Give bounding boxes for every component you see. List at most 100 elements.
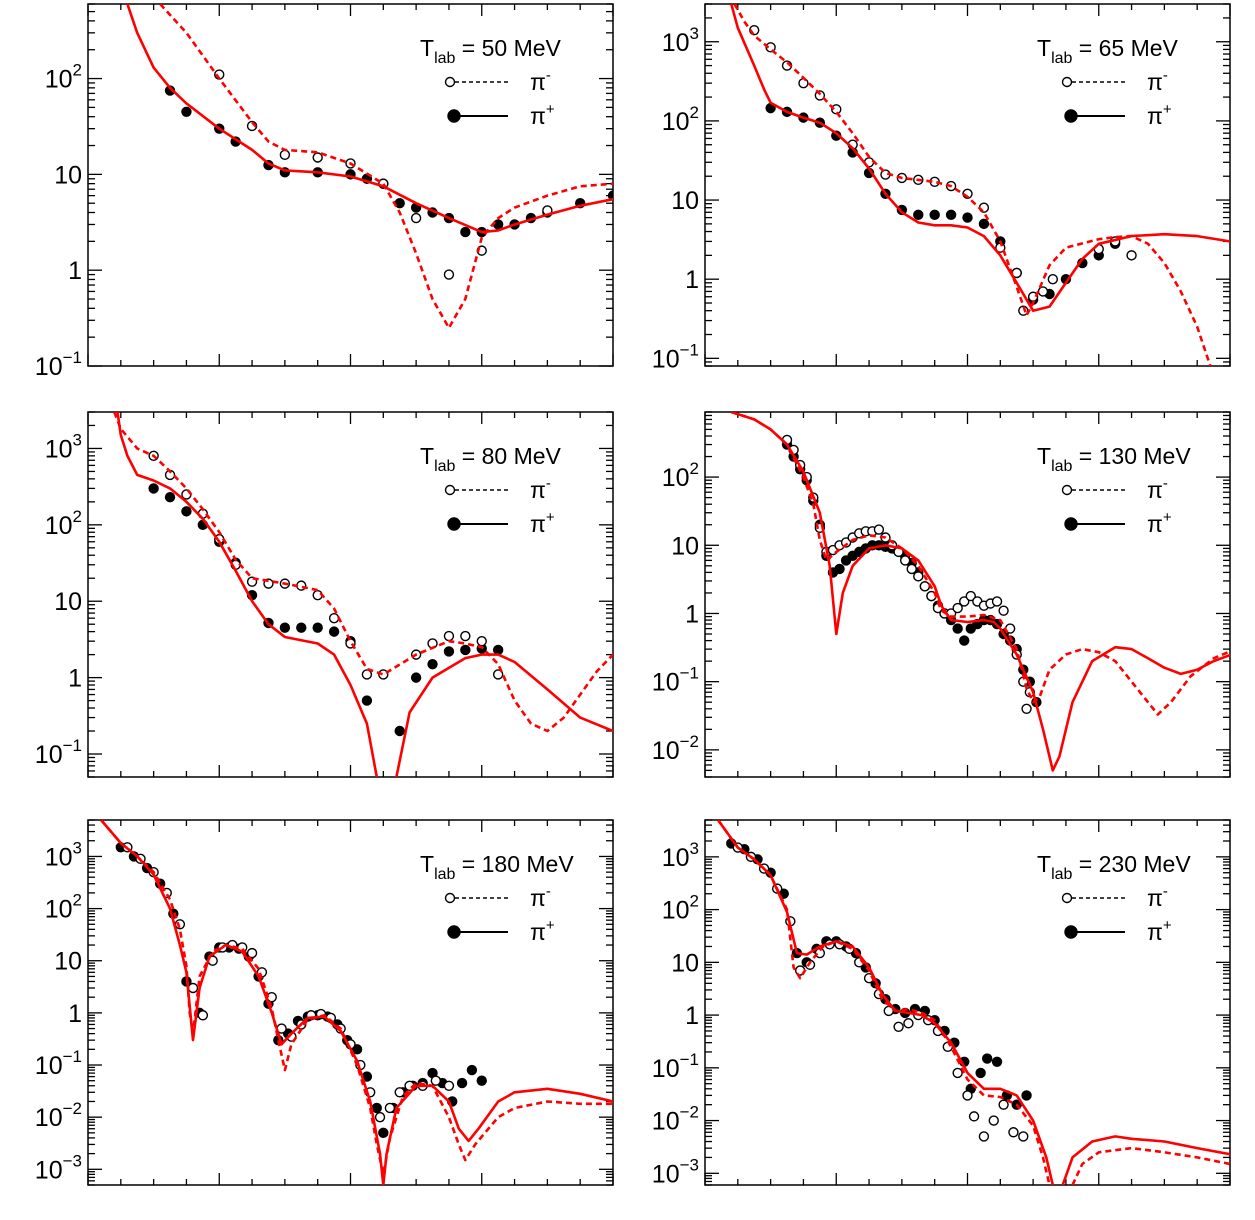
pi-plus-data-point xyxy=(443,646,455,657)
pi-plus-data-point xyxy=(427,658,438,670)
y-tick-label: 10−2 xyxy=(652,732,699,765)
y-tick-label: 1 xyxy=(685,600,699,628)
pi-minus-curve xyxy=(100,820,613,1176)
y-tick-label: 10−2 xyxy=(652,1103,699,1136)
pi-minus-data-point xyxy=(410,212,422,224)
y-tick-label: 103 xyxy=(45,838,82,871)
pi-plus-data-point xyxy=(181,506,192,517)
legend-pi-plus-label: π+ xyxy=(530,917,555,945)
plot-area xyxy=(730,412,1230,772)
legend-pi-minus-marker xyxy=(444,76,456,88)
legend-pi-minus-marker xyxy=(444,892,456,904)
y-tick-label: 10−1 xyxy=(652,1050,699,1083)
pi-plus-curve xyxy=(395,653,613,777)
pi-plus-data-point xyxy=(328,626,340,637)
pi-plus-data-point xyxy=(296,622,307,633)
pi-plus-data-point xyxy=(460,226,471,238)
y-tick-label: 10−3 xyxy=(35,1151,82,1184)
y-tick-label: 10 xyxy=(54,161,82,189)
legend-pi-minus-marker xyxy=(444,484,456,496)
y-tick-label: 103 xyxy=(45,430,82,463)
legend-pi-minus-marker xyxy=(1061,892,1073,904)
pi-plus-data-point xyxy=(361,695,373,706)
pi-minus-data-point xyxy=(906,563,917,575)
y-tick-label: 103 xyxy=(662,24,699,57)
y-tick-label: 1 xyxy=(68,665,82,693)
pi-minus-data-point xyxy=(443,1080,455,1091)
pi-plus-data-point xyxy=(991,1056,1003,1068)
pi-minus-curve xyxy=(159,4,613,330)
pi-plus-data-point xyxy=(460,644,471,656)
pi-plus-data-point xyxy=(929,209,940,221)
plot-area xyxy=(730,4,1230,366)
pi-plus-data-point xyxy=(181,106,192,117)
pi-minus-data-point xyxy=(998,1099,1009,1110)
pi-plus-data-point xyxy=(959,635,970,646)
legend-pi-minus-label: π- xyxy=(1147,475,1168,503)
pi-plus-data-point xyxy=(164,492,176,503)
legend-title: Tlab = 230 MeV xyxy=(1037,851,1191,883)
pi-minus-data-point xyxy=(991,596,1003,607)
y-tick-label: 102 xyxy=(45,891,82,924)
pi-minus-data-point xyxy=(279,149,291,161)
y-tick-label: 1 xyxy=(685,1002,699,1030)
pi-minus-data-point xyxy=(1018,1131,1029,1142)
y-tick-label: 102 xyxy=(662,103,699,136)
pi-minus-data-point xyxy=(378,669,389,680)
pi-minus-data-point xyxy=(394,1087,405,1098)
pi-plus-data-point xyxy=(456,1077,468,1089)
pi-minus-curve xyxy=(717,820,1051,1185)
pi-minus-data-point xyxy=(899,555,911,566)
pi-minus-data-point xyxy=(443,630,455,642)
legend-title: Tlab = 50 MeV xyxy=(420,35,562,67)
pi-plus-curve xyxy=(1061,1135,1230,1185)
pi-minus-data-point xyxy=(962,1090,973,1101)
pi-plus-curve xyxy=(116,412,379,777)
pi-minus-data-point xyxy=(187,982,199,994)
pi-minus-data-point xyxy=(919,581,931,592)
y-tick-label: 102 xyxy=(45,507,82,540)
legend-pi-plus-label: π+ xyxy=(1147,509,1172,537)
pi-plus-data-point xyxy=(945,209,957,221)
legend-title: Tlab = 130 MeV xyxy=(1037,443,1191,475)
pi-minus-data-point xyxy=(246,947,258,959)
pi-minus-data-point xyxy=(460,630,471,642)
y-tick-label: 10−2 xyxy=(35,1099,82,1132)
y-tick-label: 10−3 xyxy=(652,1155,699,1188)
pi-minus-data-point xyxy=(913,571,924,582)
pi-plus-data-point xyxy=(962,212,973,223)
pi-plus-data-point xyxy=(279,622,291,633)
pi-plus-data-point xyxy=(975,1067,986,1079)
pi-minus-data-point xyxy=(384,1102,396,1114)
pi-minus-data-point xyxy=(873,524,885,535)
y-tick-label: 10 xyxy=(54,948,82,976)
y-tick-label: 10−1 xyxy=(652,340,699,373)
legend-pi-minus-label: π- xyxy=(1147,67,1168,95)
pi-plus-data-point xyxy=(410,672,422,683)
plot-area xyxy=(113,412,613,777)
pi-plus-data-point xyxy=(371,1102,382,1114)
pi-plus-data-point xyxy=(148,483,159,494)
y-tick-label: 102 xyxy=(662,892,699,925)
pi-plus-data-point xyxy=(913,209,924,221)
pi-minus-curve xyxy=(113,412,613,733)
pi-minus-data-point xyxy=(965,590,976,602)
pi-plus-data-point xyxy=(952,623,963,634)
pi-plus-data-point xyxy=(981,1053,993,1064)
pi-minus-data-point xyxy=(197,1010,209,1021)
pi-minus-data-point xyxy=(968,1111,980,1122)
pi-minus-data-point xyxy=(1047,273,1059,285)
pi-minus-data-point xyxy=(312,152,323,163)
pi-plus-data-point xyxy=(378,1127,389,1139)
legend-pi-minus-label: π- xyxy=(530,67,551,95)
pi-plus-data-point xyxy=(834,563,845,575)
y-tick-label: 10−1 xyxy=(652,664,699,697)
y-tick-label: 10 xyxy=(671,532,699,560)
legend-pi-plus-label: π+ xyxy=(530,101,555,129)
pi-plus-data-point xyxy=(607,190,613,201)
legend-pi-plus-label: π+ xyxy=(530,509,555,537)
